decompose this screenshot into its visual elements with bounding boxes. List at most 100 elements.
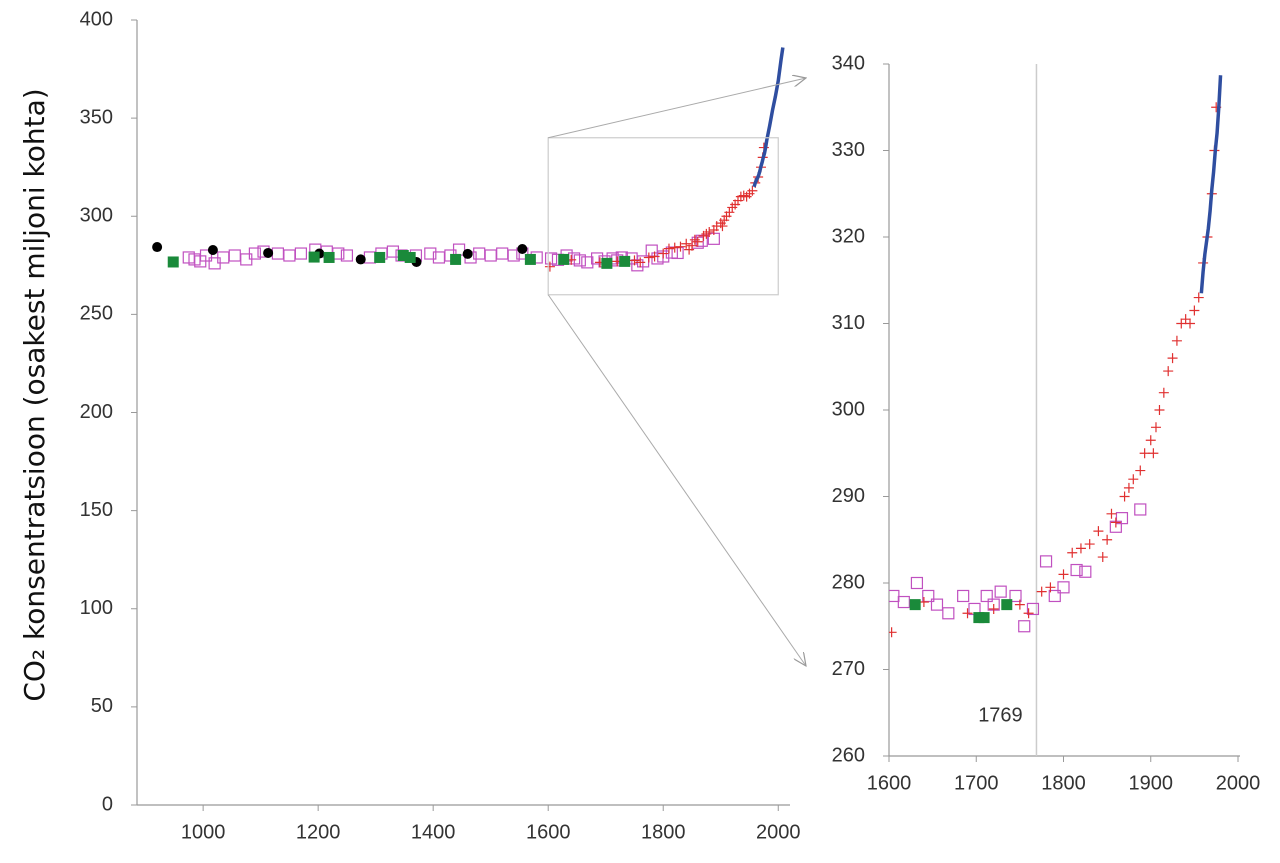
plus-point bbox=[1097, 552, 1108, 563]
open-square-point bbox=[199, 249, 213, 262]
square-point bbox=[524, 253, 536, 265]
open-square-point bbox=[980, 589, 993, 603]
open-square-point bbox=[957, 589, 970, 603]
y-tick-label: 340 bbox=[832, 52, 865, 74]
open-square-point bbox=[910, 576, 924, 590]
open-square-point bbox=[473, 247, 486, 260]
y-tick-label: 0 bbox=[102, 793, 113, 815]
plot-area bbox=[152, 47, 785, 272]
x-tick-label: 1400 bbox=[411, 821, 456, 843]
x-tick-label: 1800 bbox=[641, 821, 686, 843]
x-tick-label: 1000 bbox=[181, 821, 226, 843]
open-square-point bbox=[1018, 620, 1031, 633]
plus-point bbox=[1123, 482, 1134, 493]
open-square-point bbox=[507, 249, 520, 262]
open-square-point bbox=[942, 607, 955, 620]
plus-point bbox=[1171, 335, 1182, 346]
plus-point bbox=[1150, 422, 1161, 433]
plus-point bbox=[686, 240, 697, 251]
circle-point bbox=[517, 244, 528, 255]
plus-point bbox=[1163, 366, 1174, 377]
x-tick-label: 1800 bbox=[1041, 772, 1086, 794]
plus-point bbox=[643, 252, 654, 263]
plus-point bbox=[1180, 314, 1191, 325]
plus-point bbox=[689, 234, 700, 245]
square-point bbox=[978, 612, 990, 624]
open-square-point bbox=[340, 249, 354, 262]
open-square-point bbox=[484, 249, 497, 262]
plus-point bbox=[738, 190, 749, 201]
x-tick-label: 1900 bbox=[1129, 772, 1174, 794]
x-tick-label: 1600 bbox=[526, 821, 571, 843]
square-point bbox=[619, 255, 631, 267]
y-tick-label: 150 bbox=[80, 499, 113, 521]
plot-area bbox=[889, 75, 1223, 638]
plus-point bbox=[1014, 599, 1025, 610]
y-tick-label: 250 bbox=[80, 303, 113, 325]
plus-point bbox=[1158, 387, 1169, 398]
zoom-connector bbox=[548, 78, 806, 139]
plus-point bbox=[1167, 353, 1178, 364]
open-square-point bbox=[1057, 581, 1070, 594]
square-point bbox=[397, 250, 409, 261]
x-tick-label: 1600 bbox=[867, 772, 912, 794]
y-axis-label: CO₂ konsentratsioon (osakest miljoni koh… bbox=[18, 88, 51, 701]
square-point bbox=[167, 256, 179, 268]
open-square-point bbox=[496, 247, 509, 260]
plus-point bbox=[889, 627, 897, 638]
open-square-point bbox=[897, 595, 910, 609]
plus-point bbox=[1185, 318, 1196, 329]
plus-point bbox=[962, 608, 973, 619]
plus-point bbox=[1135, 465, 1146, 476]
circle-point bbox=[263, 247, 274, 258]
plus-point bbox=[1154, 405, 1165, 415]
plus-point bbox=[649, 251, 660, 262]
y-tick-label: 300 bbox=[80, 205, 113, 227]
open-square-point bbox=[1115, 512, 1129, 525]
y-tick-label: 310 bbox=[832, 312, 865, 334]
open-square-point bbox=[294, 247, 308, 260]
y-tick-label: 50 bbox=[91, 695, 113, 717]
plus-point bbox=[635, 257, 646, 268]
square-point bbox=[1001, 599, 1013, 611]
y-tick-label: 200 bbox=[80, 401, 113, 423]
open-square-point bbox=[1039, 555, 1053, 568]
plus-point bbox=[1106, 508, 1117, 519]
open-square-point bbox=[424, 247, 437, 260]
circle-point bbox=[207, 245, 218, 256]
open-square-point bbox=[386, 245, 400, 258]
plus-point bbox=[1139, 448, 1150, 459]
zoom-connector bbox=[547, 294, 806, 666]
open-square-point bbox=[1079, 565, 1092, 578]
x-tick-label: 2000 bbox=[756, 821, 801, 843]
plus-point bbox=[1128, 474, 1139, 485]
line-series bbox=[1199, 75, 1223, 294]
line-series bbox=[752, 47, 785, 188]
plus-point bbox=[663, 243, 674, 254]
open-square-point bbox=[1026, 602, 1040, 616]
plus-point bbox=[1093, 526, 1104, 537]
x-tick-label: 1700 bbox=[954, 772, 999, 794]
plus-point bbox=[1110, 517, 1121, 528]
plus-point bbox=[692, 236, 703, 247]
circle-point bbox=[355, 254, 366, 265]
y-tick-label: 300 bbox=[832, 398, 865, 420]
square-point bbox=[909, 599, 921, 611]
y-tick-label: 100 bbox=[80, 597, 113, 619]
plus-point bbox=[988, 603, 999, 614]
plus-point bbox=[1045, 582, 1056, 593]
reference-label: 1769 bbox=[978, 704, 1023, 726]
plus-point bbox=[747, 185, 758, 196]
open-square-point bbox=[1009, 589, 1022, 603]
square-point bbox=[404, 251, 416, 263]
open-square-point bbox=[283, 249, 296, 262]
plus-point bbox=[544, 261, 555, 272]
square-point bbox=[558, 253, 570, 265]
plus-point bbox=[1058, 569, 1069, 580]
plus-point bbox=[1193, 292, 1204, 303]
y-tick-label: 290 bbox=[832, 485, 865, 507]
plus-point bbox=[1102, 534, 1113, 545]
open-square-point bbox=[544, 252, 558, 265]
zoom-box bbox=[547, 137, 779, 296]
